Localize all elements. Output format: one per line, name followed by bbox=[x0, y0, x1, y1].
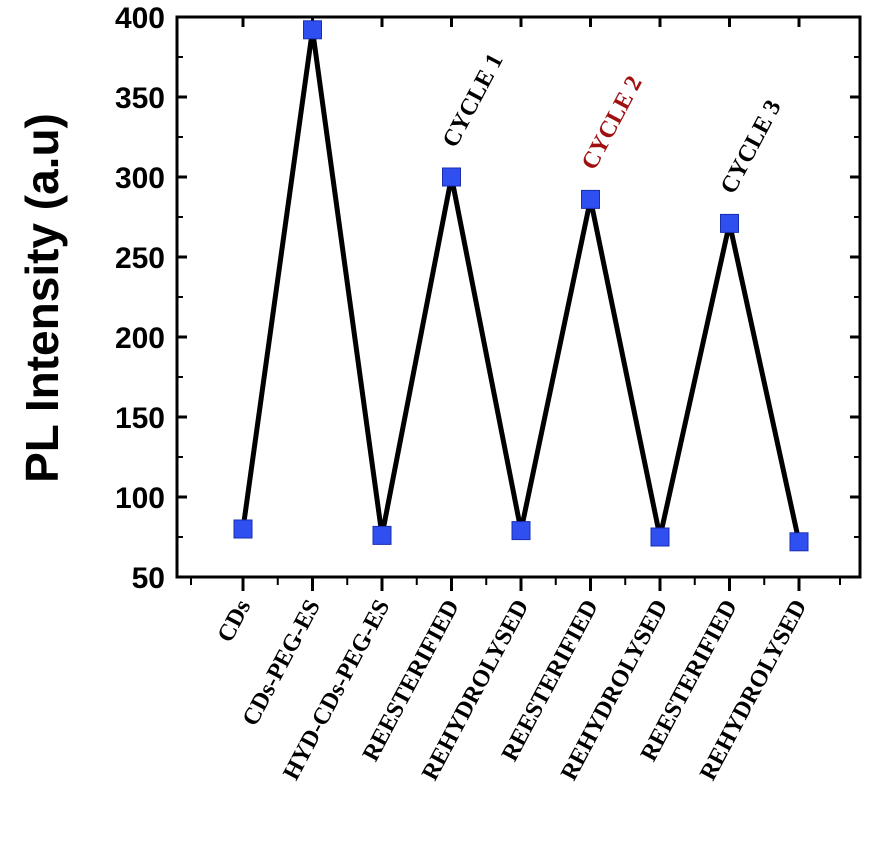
y-axis-label: PL Intensity (a.u) bbox=[16, 113, 68, 483]
y-axis: 50 100 150 200 250 300 350 400 bbox=[115, 2, 860, 595]
y-tick-label: 300 bbox=[115, 162, 165, 195]
y-tick-label: 250 bbox=[115, 242, 165, 275]
x-axis: CDsCDs-PEG-ESHYD-CDs-PEG-ESREESTERIFIEDR… bbox=[190, 17, 841, 785]
cycle-annotation: CYCLE 3 bbox=[716, 96, 787, 198]
cycle-annotation: CYCLE 1 bbox=[438, 50, 509, 152]
y-tick-label: 200 bbox=[115, 322, 165, 355]
data-point-marker bbox=[303, 20, 322, 40]
data-point-marker bbox=[372, 525, 392, 545]
x-tick-label: CDs bbox=[213, 596, 257, 647]
data-point-marker bbox=[511, 521, 531, 541]
y-tick-label: 150 bbox=[115, 402, 165, 435]
plot-frame bbox=[175, 15, 862, 579]
y-tick-label: 100 bbox=[115, 482, 165, 515]
data-point-marker bbox=[442, 167, 461, 187]
cycle-annotation: CYCLE 2 bbox=[577, 72, 648, 174]
annotation-group: CYCLE 1 CYCLE 2 CYCLE 3 bbox=[438, 50, 787, 199]
y-tick-label: 50 bbox=[132, 562, 165, 595]
data-point-marker bbox=[720, 213, 739, 233]
series-group bbox=[233, 20, 809, 552]
data-point-marker bbox=[650, 527, 670, 547]
series-line bbox=[240, 29, 802, 543]
y-tick-label: 350 bbox=[115, 82, 165, 115]
data-point-marker bbox=[789, 532, 809, 552]
data-point-marker bbox=[581, 189, 600, 209]
y-tick-label: 400 bbox=[115, 2, 165, 35]
data-point-marker bbox=[233, 519, 253, 539]
